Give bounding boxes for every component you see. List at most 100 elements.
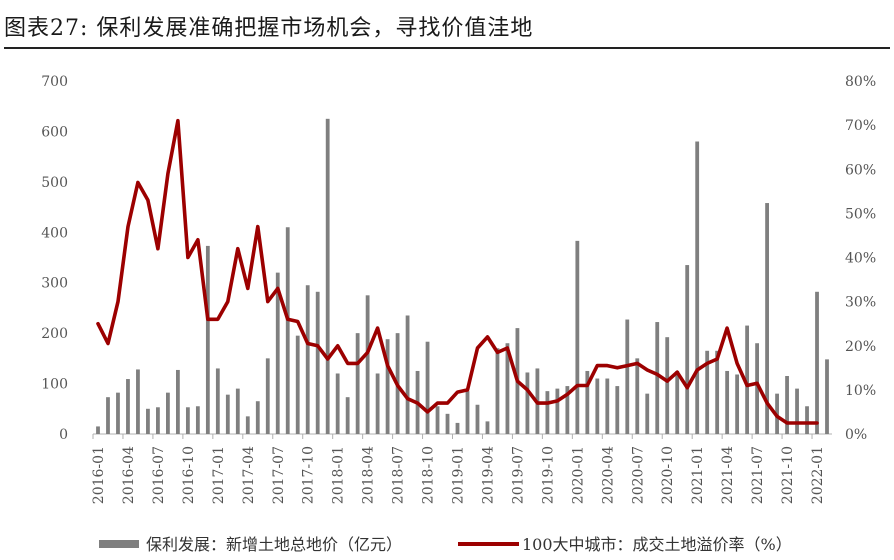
x-tick-label: 2018-04 bbox=[361, 446, 377, 504]
bar bbox=[225, 394, 230, 434]
bar bbox=[205, 245, 210, 434]
bar bbox=[595, 378, 600, 434]
bar bbox=[435, 406, 440, 434]
x-tick-label: 2018-07 bbox=[391, 446, 407, 504]
bar bbox=[116, 392, 120, 434]
bar bbox=[166, 392, 170, 434]
right-tick-label: 10% bbox=[845, 383, 876, 399]
x-tick-label: 2020-10 bbox=[660, 446, 676, 504]
bar bbox=[365, 295, 370, 434]
right-tick-label: 40% bbox=[845, 251, 876, 267]
bar bbox=[265, 358, 270, 434]
x-tick-label: 2016-07 bbox=[151, 446, 167, 504]
x-tick-label: 2019-04 bbox=[480, 446, 496, 504]
bar bbox=[235, 388, 240, 434]
x-tick-label: 2018-01 bbox=[331, 446, 347, 504]
x-tick-label: 2020-07 bbox=[630, 446, 646, 504]
left-tick-label: 700 bbox=[41, 74, 68, 90]
title-underline bbox=[4, 47, 890, 49]
bar bbox=[765, 203, 769, 434]
bar bbox=[795, 388, 799, 434]
bar bbox=[255, 401, 260, 434]
legend-label-line: 100大中城市：成交土地溢价率（%） bbox=[522, 535, 792, 554]
bar bbox=[695, 141, 700, 434]
left-tick-label: 0 bbox=[59, 427, 68, 443]
x-tick-label: 2020-04 bbox=[600, 446, 616, 504]
bar bbox=[325, 118, 330, 435]
bar bbox=[96, 426, 100, 434]
bar bbox=[215, 368, 220, 434]
x-tick-labels: 2016-01 2016-04 2016-07 2016-10 2017-01 2017-… bbox=[91, 446, 826, 504]
x-tick-label: 2019-07 bbox=[510, 446, 526, 504]
bar bbox=[185, 407, 190, 434]
bar bbox=[375, 373, 380, 434]
bar bbox=[565, 386, 570, 434]
legend-swatch-bars bbox=[99, 540, 139, 548]
bar bbox=[545, 391, 550, 434]
x-tick-label: 2017-07 bbox=[271, 446, 287, 504]
x-tick-label: 2016-10 bbox=[181, 446, 197, 504]
bar bbox=[175, 369, 180, 434]
bar bbox=[305, 285, 310, 434]
bar bbox=[575, 240, 580, 434]
bar bbox=[525, 372, 530, 434]
bar bbox=[495, 348, 500, 434]
bar bbox=[675, 370, 680, 434]
bar bbox=[635, 358, 640, 434]
bar bbox=[715, 350, 720, 434]
bar bbox=[705, 350, 710, 434]
x-tick-label: 2019-01 bbox=[451, 446, 467, 504]
x-tick-label: 2021-01 bbox=[690, 446, 706, 504]
bar bbox=[655, 322, 660, 434]
bar bbox=[555, 388, 560, 434]
right-tick-label: 80% bbox=[845, 74, 876, 90]
bar bbox=[355, 333, 360, 434]
x-tick-label: 2017-04 bbox=[241, 446, 257, 504]
bar bbox=[315, 291, 320, 434]
bar bbox=[615, 386, 620, 434]
bar bbox=[146, 408, 150, 434]
bar bbox=[245, 416, 250, 434]
x-tick-label: 2021-04 bbox=[720, 446, 736, 504]
right-tick-label: 0% bbox=[845, 427, 867, 443]
bar bbox=[285, 227, 290, 434]
bar bbox=[745, 325, 750, 434]
left-tick-label: 100 bbox=[41, 377, 68, 393]
bar bbox=[345, 397, 350, 434]
bar bbox=[645, 393, 650, 434]
bar bbox=[685, 265, 690, 434]
right-tick-label: 30% bbox=[845, 295, 876, 311]
bar bbox=[505, 343, 510, 434]
bar bbox=[405, 315, 410, 434]
bar bbox=[485, 421, 490, 434]
bar bbox=[156, 407, 160, 434]
left-tick-label: 400 bbox=[41, 225, 68, 241]
bar bbox=[825, 359, 829, 434]
bar bbox=[805, 406, 809, 434]
right-tick-label: 20% bbox=[845, 339, 876, 355]
bar bbox=[425, 341, 430, 434]
line-series bbox=[96, 118, 819, 425]
left-tick-label: 500 bbox=[41, 175, 68, 191]
left-tick-label: 300 bbox=[41, 276, 68, 292]
x-tick-label: 2019-10 bbox=[540, 446, 556, 504]
x-tick-label: 2021-07 bbox=[750, 446, 766, 504]
bar bbox=[465, 391, 470, 434]
x-tick-label: 2017-01 bbox=[211, 446, 227, 504]
left-tick-label: 200 bbox=[41, 326, 68, 342]
legend-label-bars: 保利发展：新增土地总地价（亿元） bbox=[146, 535, 402, 554]
bar bbox=[625, 319, 630, 434]
bar bbox=[445, 413, 450, 434]
bar bbox=[605, 378, 610, 434]
bar bbox=[725, 370, 730, 434]
bar bbox=[295, 335, 300, 434]
premium-rate-line bbox=[96, 118, 819, 425]
x-tick-label: 2018-10 bbox=[421, 446, 437, 504]
bar bbox=[275, 272, 280, 434]
left-tick-label: 600 bbox=[41, 124, 68, 140]
bar bbox=[126, 379, 130, 434]
x-tick-label: 2020-01 bbox=[570, 446, 586, 504]
x-tick-label: 2017-10 bbox=[301, 446, 317, 504]
bar bbox=[665, 337, 670, 434]
